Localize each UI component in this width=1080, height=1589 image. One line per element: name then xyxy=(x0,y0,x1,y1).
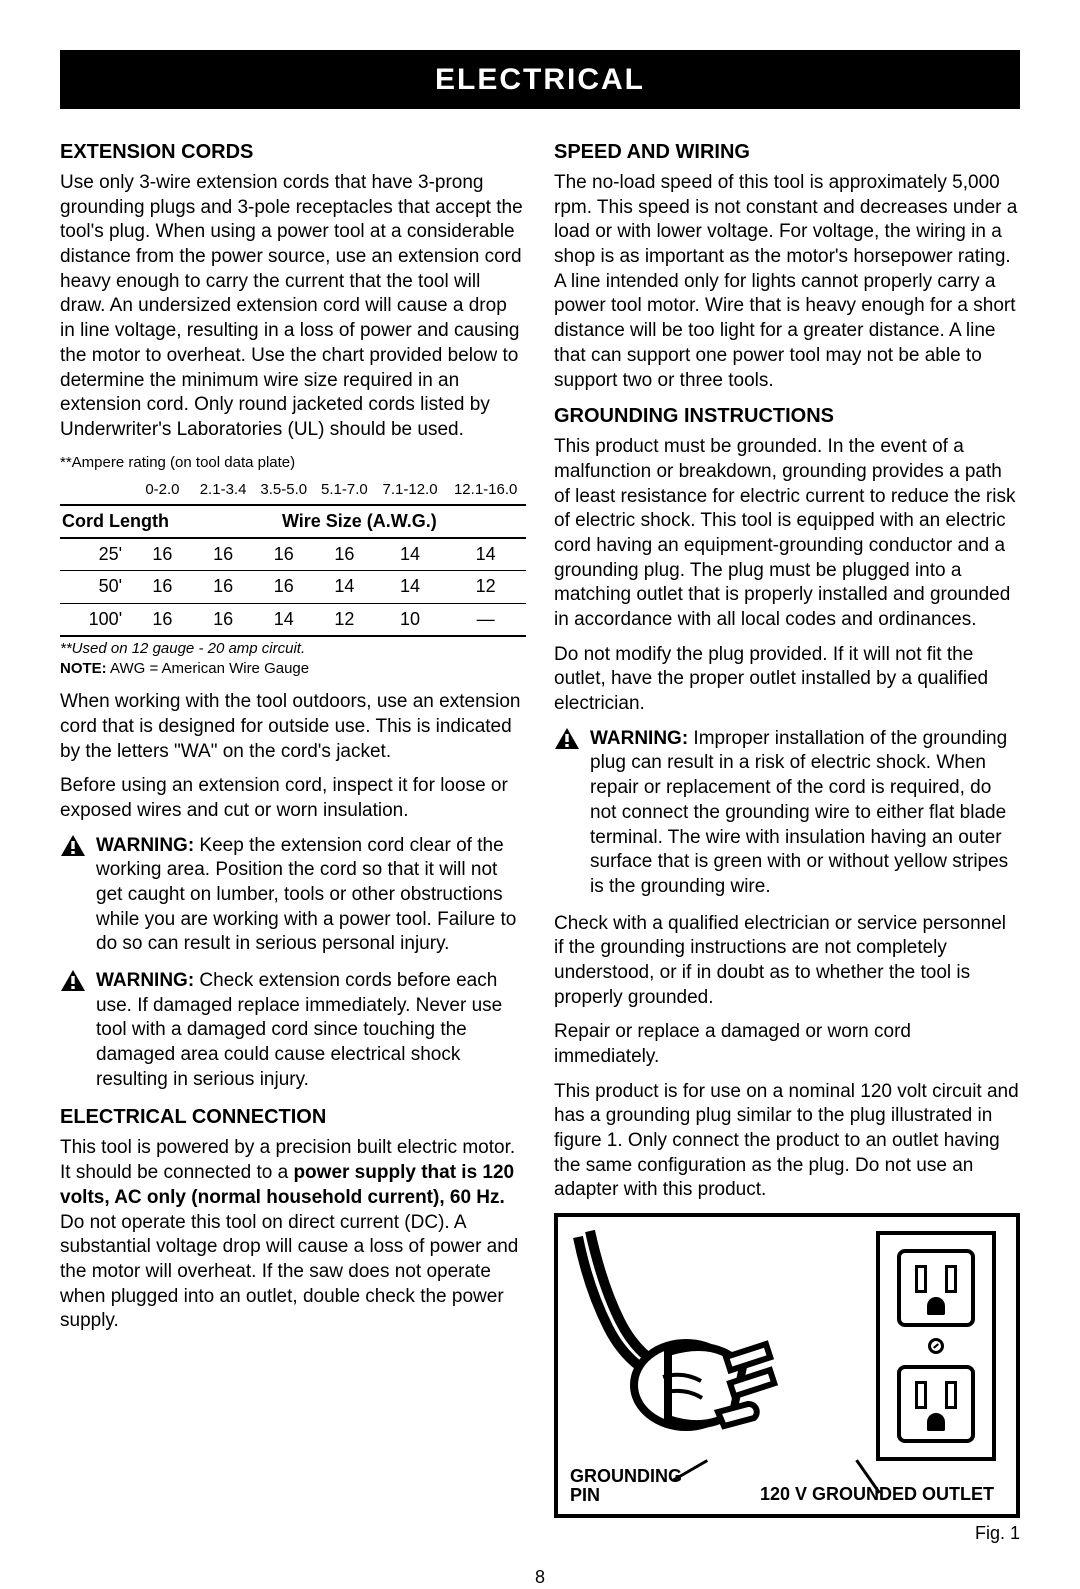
amp-range: 5.1-7.0 xyxy=(314,476,375,505)
right-column: SPEED AND WIRING The no-load speed of th… xyxy=(554,133,1020,1546)
amp-range: 3.5-5.0 xyxy=(253,476,314,505)
cell: 10 xyxy=(375,603,446,636)
para-ground-3: Check with a qualified electrician or se… xyxy=(554,912,1020,1011)
cell: 12 xyxy=(314,603,375,636)
table-row: 50' 16 16 16 14 14 12 xyxy=(60,571,526,603)
para-ground-2: Do not modify the plug provided. If it w… xyxy=(554,643,1020,717)
note-text: AWG = American Wire Gauge xyxy=(107,660,309,677)
para-ground-1: This product must be grounded. In the ev… xyxy=(554,435,1020,633)
left-column: EXTENSION CORDS Use only 3-wire extensio… xyxy=(60,133,526,1546)
wire-size-table: 0-2.0 2.1-3.4 3.5-5.0 5.1-7.0 7.1-12.0 1… xyxy=(60,476,526,637)
table-footnote-2: NOTE: AWG = American Wire Gauge xyxy=(60,659,526,679)
cell: 16 xyxy=(253,538,314,571)
hdr-wire-size: Wire Size (A.W.G.) xyxy=(193,505,526,538)
cell: 16 xyxy=(193,571,254,603)
para-ext-cords: Use only 3-wire extension cords that hav… xyxy=(60,171,526,443)
warning-block: WARNING: Keep the extension cord clear o… xyxy=(60,834,526,957)
warning-icon xyxy=(60,969,86,993)
outlet-label: 120 V GROUNDED OUTLET xyxy=(760,1483,994,1506)
warning-label: WARNING: xyxy=(96,835,194,856)
table-amp-note: **Ampere rating (on tool data plate) xyxy=(60,453,526,473)
outlet-icon xyxy=(876,1231,996,1461)
heading-speed-wiring: SPEED AND WIRING xyxy=(554,139,1020,165)
cell: — xyxy=(445,603,526,636)
table-amp-row: 0-2.0 2.1-3.4 3.5-5.0 5.1-7.0 7.1-12.0 1… xyxy=(60,476,526,505)
note-label: NOTE: xyxy=(60,660,107,677)
text: PIN xyxy=(570,1485,600,1505)
amp-range: 2.1-3.4 xyxy=(193,476,254,505)
cell: 16 xyxy=(132,571,193,603)
text: GROUNDING xyxy=(570,1466,682,1486)
warning-icon xyxy=(554,727,580,751)
warning-text: WARNING: Keep the extension cord clear o… xyxy=(96,834,526,957)
cell: 16 xyxy=(132,603,193,636)
warning-block: WARNING: Improper installation of the gr… xyxy=(554,727,1020,900)
screw-icon xyxy=(928,1338,944,1354)
heading-extension-cords: EXTENSION CORDS xyxy=(60,139,526,165)
para-speed: The no-load speed of this tool is approx… xyxy=(554,171,1020,393)
figure-number: Fig. 1 xyxy=(554,1522,1020,1545)
cell: 12 xyxy=(445,571,526,603)
cell: 16 xyxy=(193,538,254,571)
amp-range: 0-2.0 xyxy=(132,476,193,505)
para-ground-4: Repair or replace a damaged or worn cord… xyxy=(554,1020,1020,1069)
cell: 14 xyxy=(445,538,526,571)
grounding-pin-label: GROUNDING PIN xyxy=(570,1467,682,1507)
cell: 14 xyxy=(253,603,314,636)
table-row: 100' 16 16 14 12 10 — xyxy=(60,603,526,636)
warning-text: WARNING: Improper installation of the gr… xyxy=(590,727,1020,900)
socket-icon xyxy=(897,1249,975,1327)
para-ground-5: This product is for use on a nominal 120… xyxy=(554,1080,1020,1203)
page-title: ELECTRICAL xyxy=(60,50,1020,109)
cell: 16 xyxy=(253,571,314,603)
warning-label: WARNING: xyxy=(590,728,688,749)
cell: 14 xyxy=(375,538,446,571)
text: Do not operate this tool on direct curre… xyxy=(60,1212,518,1332)
cell: 25' xyxy=(60,538,132,571)
para-outdoor: When working with the tool outdoors, use… xyxy=(60,690,526,764)
heading-electrical-connection: ELECTRICAL CONNECTION xyxy=(60,1104,526,1130)
hdr-cord-length: Cord Length xyxy=(60,505,193,538)
table-row: 25' 16 16 16 16 14 14 xyxy=(60,538,526,571)
cell: 16 xyxy=(193,603,254,636)
warning-body: Improper installation of the grounding p… xyxy=(590,728,1008,897)
amp-range: 12.1-16.0 xyxy=(445,476,526,505)
cell: 14 xyxy=(375,571,446,603)
table-footnote-1: **Used on 12 gauge - 20 amp circuit. xyxy=(60,639,526,659)
cell: 16 xyxy=(132,538,193,571)
plug-icon xyxy=(568,1227,798,1457)
cell: 16 xyxy=(314,538,375,571)
socket-icon xyxy=(897,1365,975,1443)
cell: 100' xyxy=(60,603,132,636)
warning-label: WARNING: xyxy=(96,970,194,991)
cell: 14 xyxy=(314,571,375,603)
figure-1-box: GROUNDING PIN 120 V GROUNDED OUTLET xyxy=(554,1213,1020,1518)
table-header-row: Cord Length Wire Size (A.W.G.) xyxy=(60,505,526,538)
warning-text: WARNING: Check extension cords before ea… xyxy=(96,969,526,1092)
page-number: 8 xyxy=(60,1566,1020,1589)
para-elec-conn: This tool is powered by a precision buil… xyxy=(60,1136,526,1334)
amp-range: 7.1-12.0 xyxy=(375,476,446,505)
warning-block: WARNING: Check extension cords before ea… xyxy=(60,969,526,1092)
para-inspect: Before using an extension cord, inspect … xyxy=(60,774,526,823)
two-column-layout: EXTENSION CORDS Use only 3-wire extensio… xyxy=(60,133,1020,1546)
heading-grounding: GROUNDING INSTRUCTIONS xyxy=(554,403,1020,429)
cell: 50' xyxy=(60,571,132,603)
warning-icon xyxy=(60,834,86,858)
